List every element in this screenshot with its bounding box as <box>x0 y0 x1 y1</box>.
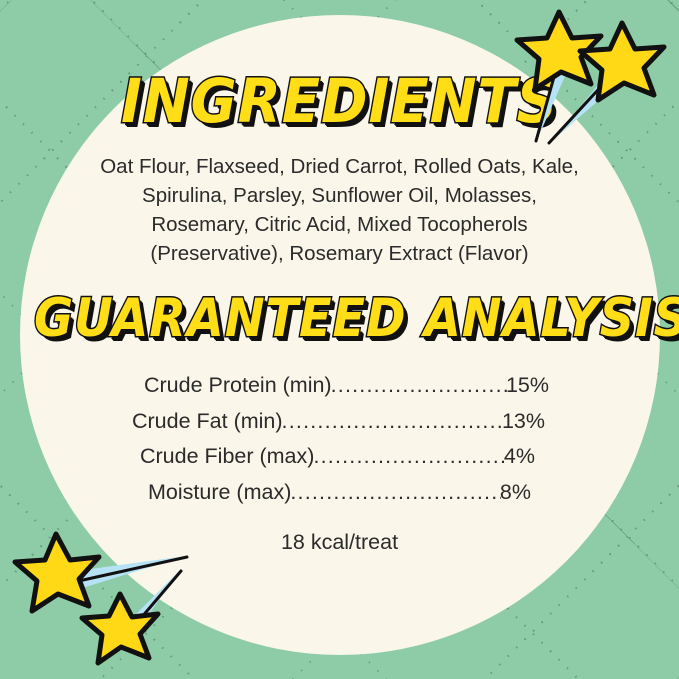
analysis-row-value: 13% <box>501 408 545 433</box>
analysis-row-value: 4% <box>503 444 535 468</box>
calorie-content-text: 18 kcal/treat <box>280 530 399 554</box>
top-right-star-decoration <box>489 0 679 170</box>
guaranteed-analysis-heading: GUARANTEED ANALYSIS <box>33 287 679 351</box>
analysis-row-label: Crude Fat (min) <box>132 408 283 433</box>
guaranteed-analysis-table: Crude Protein (min) ....................… <box>128 368 553 510</box>
table-row: Crude Fiber (max) ......................… <box>128 439 553 475</box>
analysis-row-label: Crude Protein (min) <box>144 373 332 397</box>
ingredients-text: Oat Flour, Flaxseed, Dried Carrot, Rolle… <box>100 155 579 265</box>
table-row: Moisture (max) .........................… <box>128 475 553 511</box>
dot-leader: ........................................… <box>281 408 503 433</box>
star-icon <box>514 9 604 92</box>
star-icon <box>577 20 667 103</box>
analysis-row-value: 8% <box>499 479 531 504</box>
dot-leader: ........................................… <box>330 373 507 397</box>
star-icon <box>79 591 161 666</box>
star-trail-line-icon <box>72 555 189 584</box>
table-row: Crude Fat (min) ........................… <box>128 404 553 440</box>
table-row: Crude Protein (min) ....................… <box>128 368 553 404</box>
analysis-row-label: Crude Fiber (max) <box>140 444 315 468</box>
dot-leader: ........................................… <box>290 479 501 504</box>
dot-leader: ........................................… <box>313 444 505 468</box>
analysis-row-label: Moisture (max) <box>148 479 292 504</box>
star-icon <box>12 531 102 614</box>
cream-circle-backdrop <box>20 15 660 655</box>
bottom-left-star-decoration <box>0 524 210 679</box>
ingredients-heading: INGREDIENTS <box>120 65 559 139</box>
analysis-row-value: 15% <box>505 373 549 397</box>
